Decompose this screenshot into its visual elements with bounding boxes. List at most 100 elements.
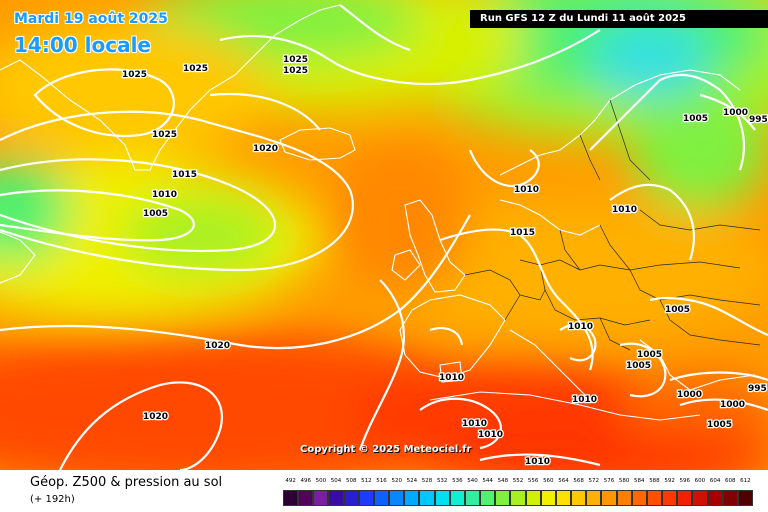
isobar-label: 1010 xyxy=(439,373,464,383)
scale-value-label: 492 xyxy=(285,478,296,484)
isobar-label: 1010 xyxy=(462,419,487,429)
scale-value-label: 588 xyxy=(649,478,660,484)
scale-color-swatch xyxy=(616,490,632,506)
scale-value-label: 504 xyxy=(330,478,342,484)
scale-color-swatch xyxy=(707,490,723,506)
isobar-label: 1005 xyxy=(665,305,690,315)
isobar-label: 995 xyxy=(749,115,768,125)
scale-color-swatch xyxy=(510,490,526,506)
scale-value-label: 576 xyxy=(603,478,615,484)
scale-color-swatch xyxy=(555,490,572,506)
scale-value-label: 516 xyxy=(376,478,387,484)
scale-value-label: 592 xyxy=(664,478,675,484)
scale-color-swatch xyxy=(464,490,481,506)
model-run-banner: Run GFS 12 Z du Lundi 11 août 2025 xyxy=(470,10,768,28)
scale-value-label: 520 xyxy=(391,478,402,484)
isobar-label: 1025 xyxy=(183,64,208,74)
isobar-label: 1000 xyxy=(720,400,745,410)
scale-value-label: 580 xyxy=(618,478,630,484)
isobar-label: 1025 xyxy=(283,55,308,65)
isobar-label: 1025 xyxy=(152,130,177,140)
scale-color-swatch xyxy=(449,490,465,506)
isobar-label: 1010 xyxy=(572,395,597,405)
isobar-label: 1005 xyxy=(683,114,708,124)
isobar-label: 1010 xyxy=(478,430,503,440)
scale-color-swatch xyxy=(495,490,511,506)
isobar-label: 1015 xyxy=(510,228,535,238)
country-borders xyxy=(464,99,761,351)
scale-color-swatch xyxy=(737,490,753,506)
scale-value-label: 612 xyxy=(740,478,751,484)
scale-value-label: 496 xyxy=(300,478,311,484)
coastlines xyxy=(0,4,756,421)
scale-value-label: 512 xyxy=(361,478,372,484)
forecast-time: 14:00 locale xyxy=(14,33,151,57)
scale-color-swatch xyxy=(389,490,405,506)
scale-color-swatch xyxy=(601,490,617,506)
product-title: Géop. Z500 & pression au sol xyxy=(30,475,223,490)
isobar-label: 1025 xyxy=(122,70,147,80)
scale-color-swatch xyxy=(677,490,693,506)
scale-color-swatch xyxy=(328,490,344,506)
color-scale xyxy=(283,490,753,506)
scale-color-swatch xyxy=(540,490,556,506)
isobar-label: 1000 xyxy=(723,108,748,118)
color-scale-labels: 492 496 500 504 508 512 516 520 524 528 532 536 540 5… xyxy=(283,478,753,488)
isobar-label: 1010 xyxy=(152,190,177,200)
isobar-label: 1010 xyxy=(568,322,593,332)
scale-value-label: 600 xyxy=(694,478,706,484)
scale-color-swatch xyxy=(404,490,420,506)
scale-color-swatch xyxy=(313,490,329,506)
forecast-map: 1025 1025 1025 1025 1025 1020 1015 1010 … xyxy=(0,0,768,470)
scale-color-swatch xyxy=(586,490,602,506)
scale-value-label: 596 xyxy=(679,478,691,484)
scale-value-label: 608 xyxy=(725,478,736,484)
scale-color-swatch xyxy=(722,490,738,506)
isobar-label: 1005 xyxy=(637,350,662,360)
scale-color-swatch xyxy=(298,490,314,506)
scale-value-label: 560 xyxy=(543,478,554,484)
scale-value-label: 564 xyxy=(558,478,569,484)
scale-value-label: 528 xyxy=(421,478,433,484)
scale-color-swatch xyxy=(358,490,374,506)
scale-color-swatch xyxy=(283,490,299,506)
isobar-label: 1010 xyxy=(514,185,539,195)
scale-value-label: 524 xyxy=(406,478,418,484)
isobar-label: 1005 xyxy=(626,361,651,371)
scale-value-label: 500 xyxy=(315,478,327,484)
scale-value-label: 544 xyxy=(482,478,493,484)
isobar-labels: 1025 1025 1025 1025 1025 1020 1015 1010 … xyxy=(121,54,768,469)
scale-value-label: 572 xyxy=(588,478,600,484)
isobar-label: 1015 xyxy=(172,170,197,180)
scale-color-swatch xyxy=(631,490,647,506)
scale-value-label: 568 xyxy=(573,478,584,484)
scale-color-swatch xyxy=(571,490,587,506)
scale-color-swatch xyxy=(646,490,663,506)
scale-color-swatch xyxy=(373,490,390,506)
scale-value-label: 584 xyxy=(634,478,645,484)
isobar-label: 1005 xyxy=(707,420,732,430)
isobar-label: 1010 xyxy=(612,205,637,215)
scale-value-label: 548 xyxy=(497,478,509,484)
scale-color-swatch xyxy=(692,490,708,506)
forecast-date: Mardi 19 août 2025 xyxy=(14,11,168,27)
scale-value-label: 536 xyxy=(452,478,463,484)
isobar-label: 995 xyxy=(748,384,767,394)
geopotential-field xyxy=(0,0,768,470)
scale-color-swatch xyxy=(434,490,450,506)
scale-value-label: 556 xyxy=(527,478,539,484)
isobar-label: 1020 xyxy=(253,144,278,154)
scale-color-swatch xyxy=(480,490,496,506)
scale-value-label: 604 xyxy=(709,478,721,484)
scale-color-swatch xyxy=(662,490,678,506)
forecast-hour: (+ 192h) xyxy=(30,494,75,505)
scale-value-label: 532 xyxy=(436,478,448,484)
isobar-label: 1010 xyxy=(525,457,550,467)
isobar-label: 1020 xyxy=(205,341,230,351)
scale-color-swatch xyxy=(419,490,435,506)
scale-value-label: 508 xyxy=(345,478,357,484)
scale-value-label: 540 xyxy=(467,478,478,484)
isobar-label: 1000 xyxy=(677,390,702,400)
isobar-label: 1005 xyxy=(143,209,168,219)
